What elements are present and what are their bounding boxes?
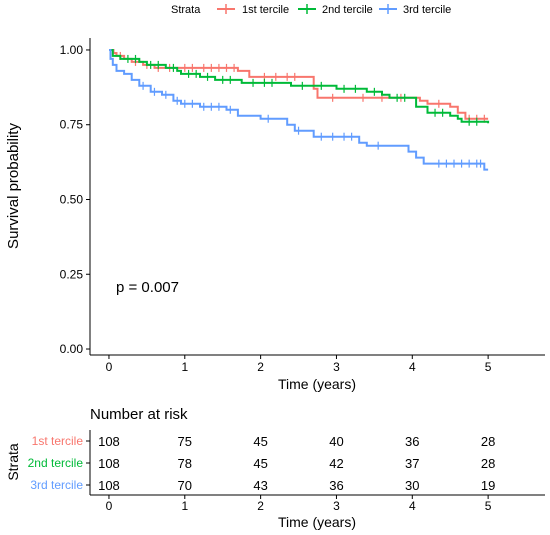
risk-value-1st-tercile: 75 [178, 434, 192, 449]
x-tick-label: 1 [181, 360, 188, 374]
risk-value-2nd-tercile: 108 [98, 456, 120, 471]
risk-value-2nd-tercile: 78 [178, 456, 192, 471]
y-tick-label: 1.00 [60, 43, 84, 57]
risk-value-2nd-tercile: 45 [253, 456, 267, 471]
risk-table-title: Number at risk [90, 406, 188, 423]
y-ticks: 0.00 0.25 0.50 0.75 1.00 [60, 43, 90, 356]
y-tick-label: 0.00 [60, 342, 84, 356]
risk-value-3rd-tercile: 43 [253, 478, 267, 493]
risk-value-2nd-tercile: 42 [329, 456, 343, 471]
legend-item-1st-tercile: 1st tercile [217, 4, 289, 16]
x-tick-label: 3 [333, 360, 340, 374]
risk-value-1st-tercile: 28 [481, 434, 495, 449]
risk-value-1st-tercile: 108 [98, 434, 120, 449]
legend-title: Strata [171, 4, 201, 16]
risk-table: Number at risk Strata Time (years) 1st t… [5, 406, 545, 530]
risk-x-tick-label: 2 [257, 499, 264, 513]
risk-value-2nd-tercile: 28 [481, 456, 495, 471]
legend-label-1st-tercile: 1st tercile [242, 4, 289, 16]
survival-plot: Survival probability Time (years) p = 0.… [5, 38, 545, 392]
risk-value-1st-tercile: 45 [253, 434, 267, 449]
legend-item-2nd-tercile: 2nd tercile [298, 4, 373, 16]
legend-label-3rd-tercile: 3rd tercile [403, 4, 451, 16]
risk-table-x-ticks: 0 1 2 3 4 5 [106, 495, 492, 513]
risk-x-tick-label: 0 [106, 499, 113, 513]
x-axis-title: Time (years) [278, 376, 356, 392]
x-tick-label: 0 [106, 360, 113, 374]
curve-1st-tercile [109, 49, 489, 120]
risk-x-tick-label: 3 [333, 499, 340, 513]
risk-x-tick-label: 1 [181, 499, 188, 513]
risk-row-label-2nd-tercile: 2nd tercile [28, 456, 84, 470]
x-tick-label: 2 [257, 360, 264, 374]
risk-value-3rd-tercile: 108 [98, 478, 120, 493]
risk-value-1st-tercile: 40 [329, 434, 343, 449]
survival-curves [109, 49, 490, 171]
risk-table-y-title: Strata [5, 443, 21, 481]
legend: Strata 1st tercile 2nd tercile 3rd terci… [171, 4, 451, 16]
y-tick-label: 0.75 [60, 118, 84, 132]
risk-value-3rd-tercile: 36 [329, 478, 343, 493]
risk-value-3rd-tercile: 70 [178, 478, 192, 493]
curve-2nd-tercile [109, 49, 490, 124]
x-tick-label: 5 [485, 360, 492, 374]
y-tick-label: 0.50 [60, 192, 84, 206]
risk-value-1st-tercile: 36 [405, 434, 419, 449]
risk-value-2nd-tercile: 37 [405, 456, 419, 471]
risk-row-label-1st-tercile: 1st tercile [32, 434, 84, 448]
p-value-annotation: p = 0.007 [116, 279, 179, 296]
risk-x-tick-label: 5 [485, 499, 492, 513]
curve-3rd-tercile [109, 49, 489, 171]
y-axis-title: Survival probability [5, 123, 22, 249]
x-tick-label: 4 [409, 360, 416, 374]
x-ticks: 0 1 2 3 4 5 [106, 355, 492, 374]
risk-value-3rd-tercile: 19 [481, 478, 495, 493]
risk-row-label-3rd-tercile: 3rd tercile [30, 478, 83, 492]
risk-table-rows: 1st tercile 108 75 45 40 36 28 2nd tercile 108 78… [28, 434, 496, 493]
risk-table-x-title: Time (years) [278, 514, 356, 530]
legend-label-2nd-tercile: 2nd tercile [322, 4, 373, 16]
y-tick-label: 0.25 [60, 267, 84, 281]
risk-x-tick-label: 4 [409, 499, 416, 513]
legend-item-3rd-tercile: 3rd tercile [379, 4, 451, 16]
risk-value-3rd-tercile: 30 [405, 478, 419, 493]
